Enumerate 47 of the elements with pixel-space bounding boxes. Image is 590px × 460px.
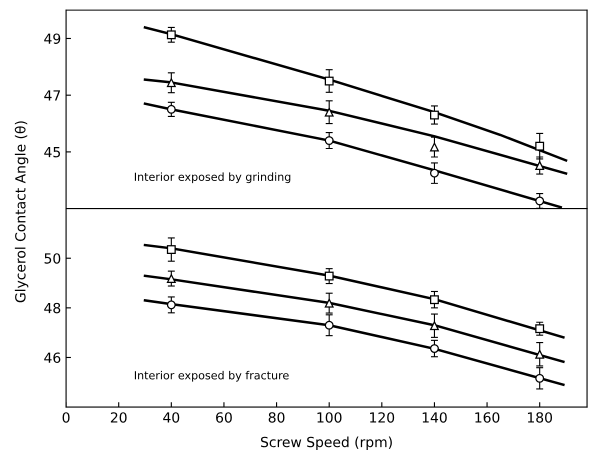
point <box>535 161 544 170</box>
point <box>166 30 176 40</box>
point <box>324 108 334 117</box>
point <box>324 76 334 86</box>
x-tick-label: 60 <box>216 412 232 423</box>
point <box>430 168 439 178</box>
y-tick-label: 45 <box>44 147 60 158</box>
x-tick-label: 120 <box>370 412 394 423</box>
point <box>166 300 176 310</box>
y-tick-label: 50 <box>44 253 60 264</box>
line-series <box>144 26 568 162</box>
x-tick-label: 140 <box>422 412 447 423</box>
annotation: Interior exposed by fracture <box>134 370 289 382</box>
point <box>535 142 544 151</box>
point <box>166 274 176 284</box>
point <box>166 245 176 254</box>
y-axis-title: Glycerol Contact Angle (θ) <box>14 121 28 302</box>
x-tick-label: 160 <box>475 412 500 423</box>
y-tick-label: 46 <box>44 352 60 363</box>
x-tick-label: 20 <box>110 412 127 423</box>
x-tick-label: 80 <box>268 412 284 423</box>
x-tick-label: 0 <box>62 412 70 423</box>
point <box>535 324 544 334</box>
x-tick-label: 180 <box>528 412 552 423</box>
point <box>430 321 439 330</box>
x-tick-label: 100 <box>317 412 342 423</box>
y-tick-label: 48 <box>44 302 60 314</box>
point <box>324 136 334 145</box>
point <box>430 110 439 120</box>
point <box>430 142 439 152</box>
x-axis-title: Screw Speed (rpm) <box>260 436 392 450</box>
point <box>430 344 439 353</box>
point <box>430 295 439 304</box>
point <box>535 196 544 206</box>
y-tick-label: 49 <box>44 33 60 44</box>
point <box>535 374 544 383</box>
annotation: Interior exposed by grinding <box>134 172 290 184</box>
point <box>166 104 176 114</box>
point <box>324 272 334 281</box>
y-tick-label: 47 <box>44 90 60 100</box>
point <box>535 350 544 359</box>
line-series <box>144 244 565 339</box>
line-series <box>144 274 565 363</box>
x-tick-label: 40 <box>163 412 180 423</box>
point <box>166 78 176 88</box>
point <box>324 320 334 330</box>
point <box>324 298 334 308</box>
